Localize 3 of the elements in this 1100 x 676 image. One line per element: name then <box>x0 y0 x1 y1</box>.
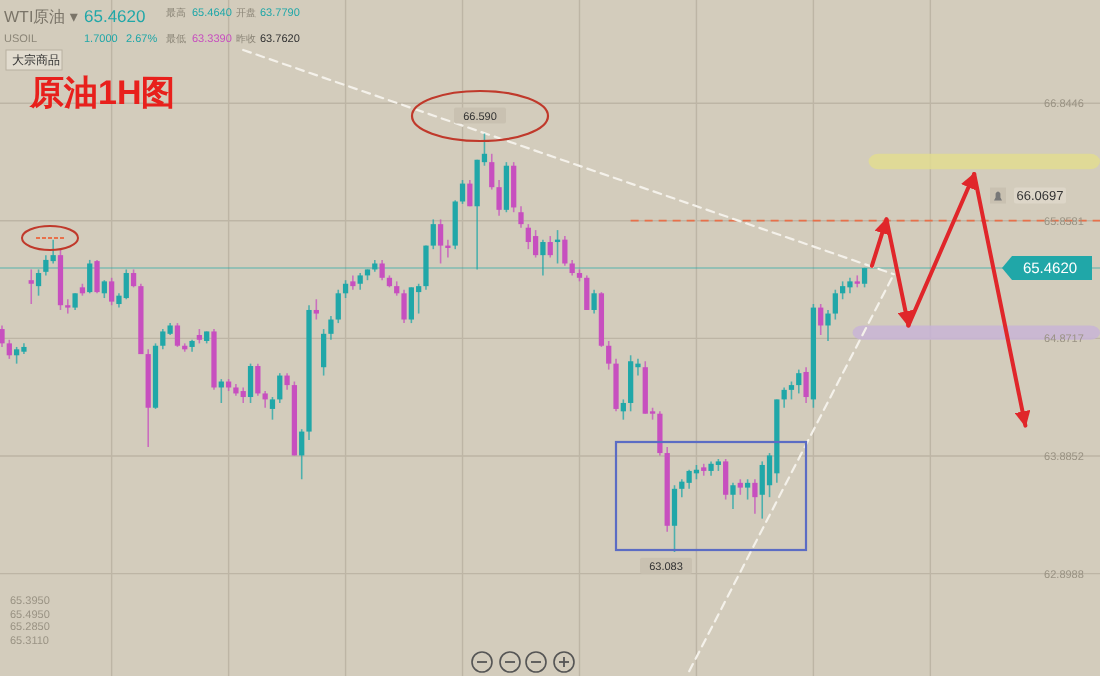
text: 原油1H图 <box>28 74 176 112</box>
annotation: 65.4620 <box>84 6 146 26</box>
annotation: WTI原油 ▾ <box>4 8 78 26</box>
